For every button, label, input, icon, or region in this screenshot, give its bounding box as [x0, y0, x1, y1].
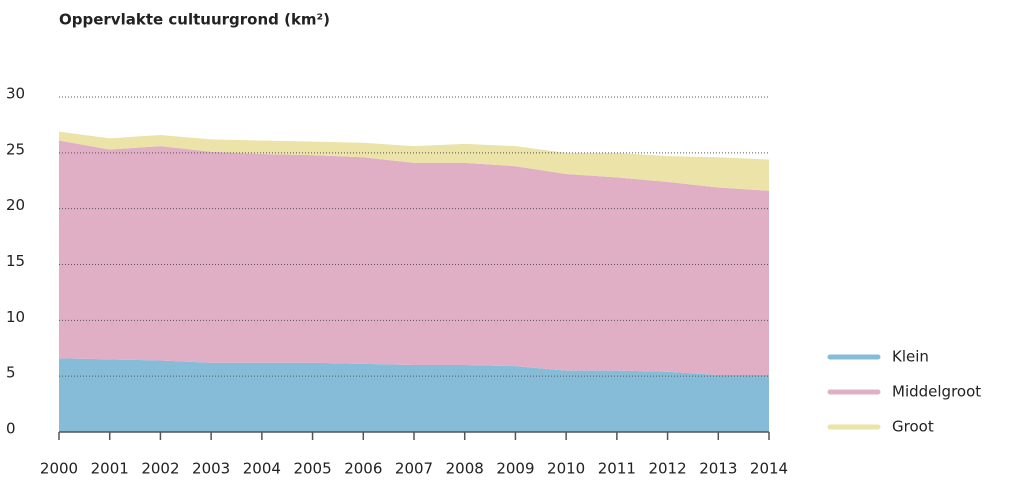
x-tick-label: 2013 [699, 460, 737, 478]
legend-label: Klein [892, 348, 929, 366]
chart-title: Oppervlakte cultuurgrond (km²) [59, 11, 330, 29]
x-tick-label: 2011 [598, 460, 636, 478]
x-tick-label: 2001 [91, 460, 129, 478]
x-tick-label: 2003 [192, 460, 230, 478]
y-tick-label: 10 [6, 308, 25, 326]
legend-label: Middelgroot [892, 383, 981, 401]
x-tick-label: 2000 [40, 460, 78, 478]
x-tick-label: 2005 [293, 460, 331, 478]
y-tick-label: 30 [6, 85, 25, 103]
area [59, 140, 769, 376]
area [59, 358, 769, 432]
y-tick-label: 20 [6, 196, 25, 214]
x-tick-label: 2006 [344, 460, 382, 478]
x-tick-label: 2012 [648, 460, 686, 478]
x-tick-label: 2010 [547, 460, 585, 478]
x-tick-label: 2004 [243, 460, 281, 478]
y-tick-label: 25 [6, 140, 25, 158]
legend-label: Groot [892, 418, 934, 436]
x-tick-label: 2009 [496, 460, 534, 478]
x-tick-label: 2008 [446, 460, 484, 478]
y-tick-label: 15 [6, 252, 25, 270]
area [59, 131, 769, 191]
y-tick-label: 5 [6, 364, 16, 382]
x-tick-label: 2002 [141, 460, 179, 478]
x-tick-label: 2007 [395, 460, 433, 478]
x-tick-label: 2014 [750, 460, 788, 478]
y-tick-label: 0 [6, 420, 16, 438]
